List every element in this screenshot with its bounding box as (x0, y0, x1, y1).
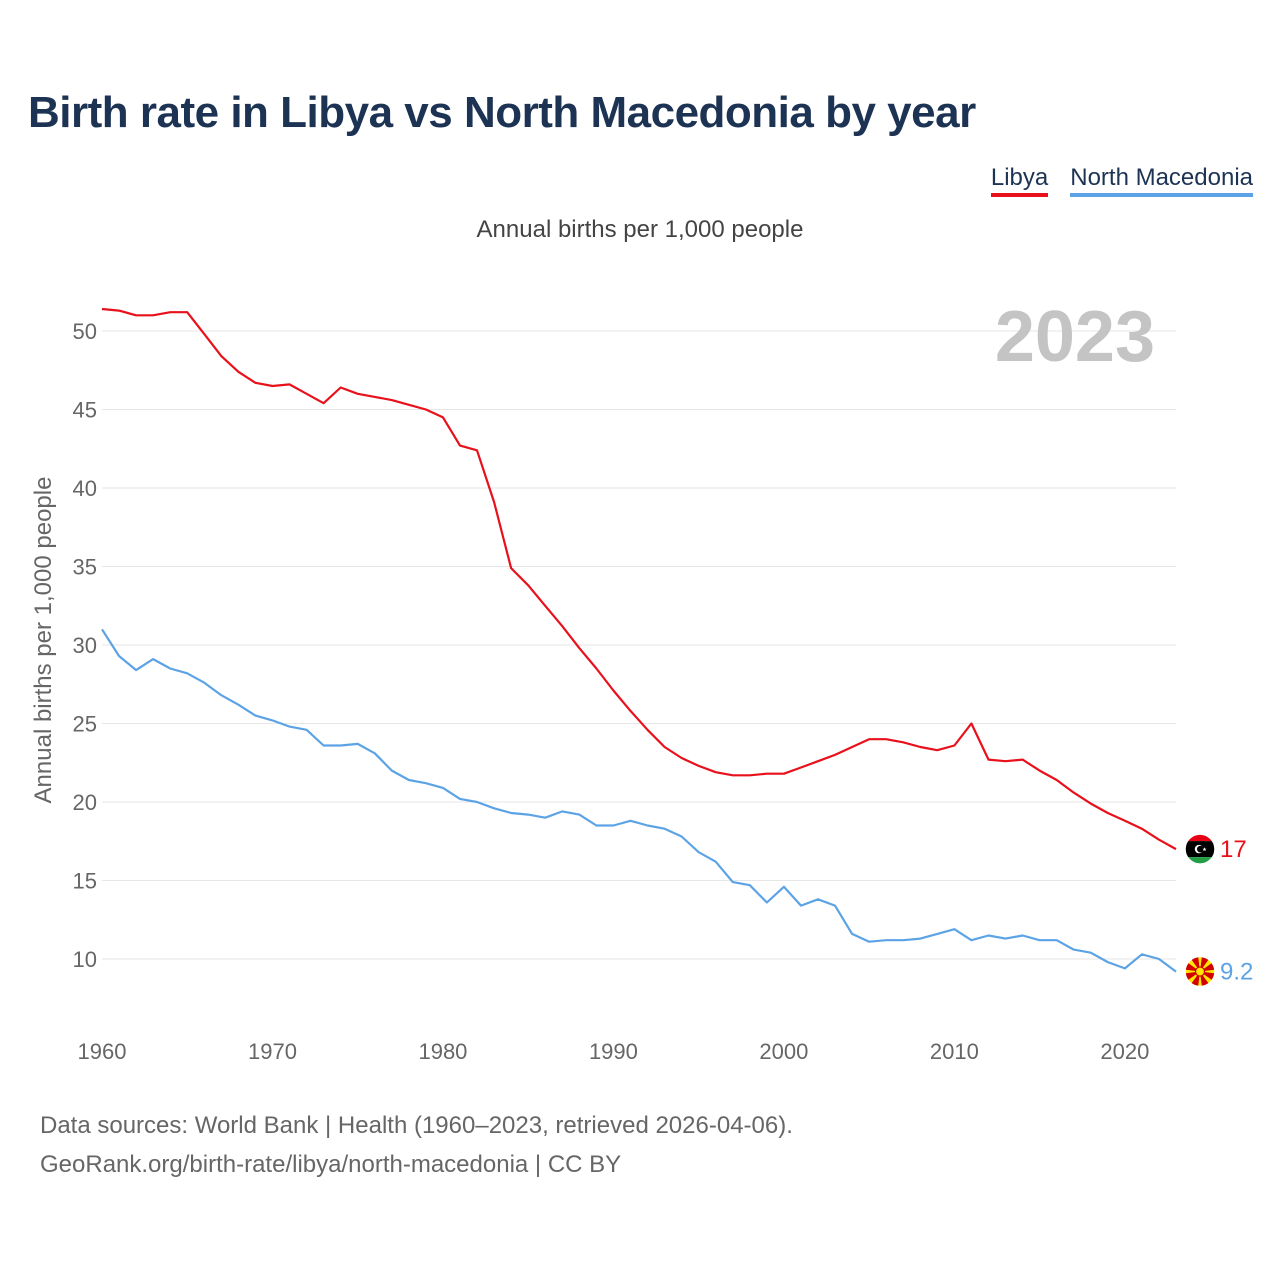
data-sources: Data sources: World Bank | Health (1960–… (40, 1106, 793, 1184)
x-tick-label: 2020 (1100, 1039, 1149, 1064)
x-tick-label: 1980 (418, 1039, 467, 1064)
y-axis-ticks: 10 15 20 25 30 35 40 45 50 (73, 319, 97, 972)
y-tick-label: 20 (73, 790, 97, 815)
series-line-libya[interactable] (101, 307, 1177, 851)
x-tick-label: 1970 (248, 1039, 297, 1064)
y-tick-label: 25 (73, 712, 97, 737)
y-axis-label: Annual births per 1,000 people (30, 477, 57, 804)
y-tick-label: 10 (73, 947, 97, 972)
series-end-markers: 179.2 (1184, 833, 1253, 988)
series-lines (101, 307, 1177, 973)
north-macedonia-flag-icon (1184, 955, 1216, 988)
x-tick-label: 2000 (759, 1039, 808, 1064)
x-axis-ticks: 1960 1970 1980 1990 2000 2010 2020 (78, 1039, 1150, 1064)
series-line-north-macedonia[interactable] (101, 628, 1177, 973)
y-tick-label: 35 (73, 555, 97, 580)
y-tick-label: 50 (73, 319, 97, 344)
sources-link[interactable]: GeoRank.org/birth-rate/libya/north-maced… (40, 1151, 622, 1178)
y-tick-label: 15 (73, 869, 97, 894)
x-tick-label: 2010 (930, 1039, 979, 1064)
year-watermark: 2023 (995, 297, 1155, 377)
x-tick-label: 1960 (78, 1039, 127, 1064)
sources-line: Data sources: World Bank | Health (1960–… (40, 1112, 793, 1139)
x-tick-label: 1990 (589, 1039, 638, 1064)
y-tick-label: 30 (73, 633, 97, 658)
gridlines (102, 330, 1176, 960)
y-tick-label: 40 (73, 476, 97, 501)
series-end-label: 17 (1220, 836, 1247, 863)
series-end-label: 9.2 (1220, 959, 1253, 986)
y-tick-label: 45 (73, 398, 97, 423)
chart-title: Birth rate in Libya vs North Macedonia b… (28, 88, 976, 137)
legend-item-north-macedonia[interactable]: North Macedonia (1070, 164, 1253, 197)
legend: Libya North Macedonia (990, 164, 1253, 197)
legend-item-libya[interactable]: Libya (990, 164, 1049, 197)
libya-flag-icon (1184, 833, 1216, 865)
chart-subtitle: Annual births per 1,000 people (476, 216, 804, 243)
